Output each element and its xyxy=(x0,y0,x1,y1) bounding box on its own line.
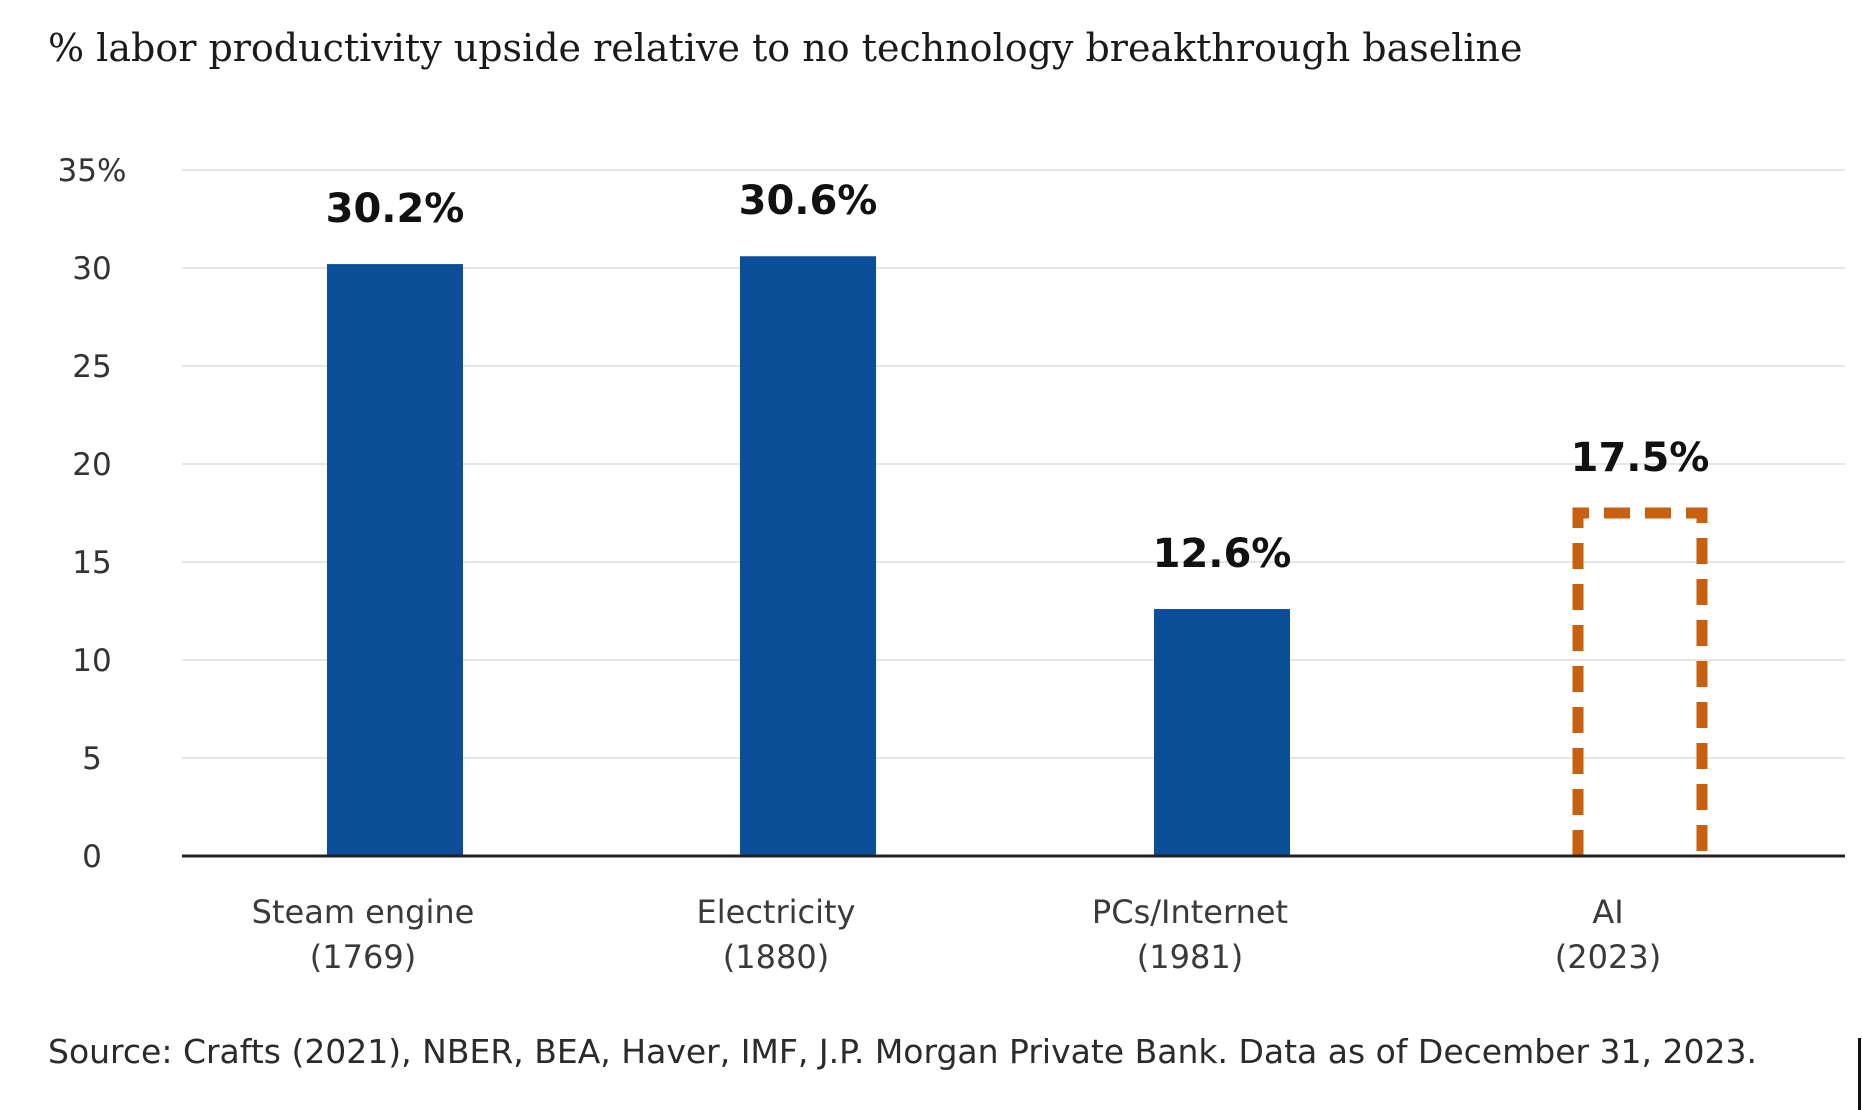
data-label: 12.6% xyxy=(1153,531,1292,577)
bars xyxy=(327,256,1708,857)
y-tick-label: 15 xyxy=(72,545,111,581)
x-tick-label-year: (1769) xyxy=(310,938,416,976)
data-label: 17.5% xyxy=(1571,435,1710,481)
y-tick-label: 0 xyxy=(82,839,102,875)
x-axis-labels: Steam engine (1769) Electricity (1880) PCs/I… xyxy=(252,893,1662,976)
y-tick-label: 25 xyxy=(72,349,111,385)
data-labels: 30.2% 30.6% 12.6% 17.5% xyxy=(326,178,1710,577)
bar xyxy=(327,264,463,857)
x-tick-label: Electricity xyxy=(697,893,856,931)
y-tick-label: 20 xyxy=(72,447,111,483)
y-tick-label: 30 xyxy=(72,251,111,287)
x-tick-label: AI xyxy=(1592,893,1623,931)
bar-projected xyxy=(1572,507,1708,856)
y-axis-ticks: 0 5 10 15 20 25 30 35% xyxy=(58,153,127,875)
x-tick-label-year: (2023) xyxy=(1555,938,1661,976)
y-tick-label: 35% xyxy=(58,153,127,189)
bar xyxy=(740,256,876,856)
y-tick-label: 5 xyxy=(82,741,102,777)
x-tick-label-year: (1880) xyxy=(723,938,829,976)
y-tick-label: 10 xyxy=(72,643,111,679)
x-tick-label: Steam engine xyxy=(252,893,475,931)
chart-title: % labor productivity upside relative to … xyxy=(48,26,1523,70)
data-label: 30.2% xyxy=(326,186,465,232)
source-note: Source: Crafts (2021), NBER, BEA, Haver,… xyxy=(48,1032,1757,1071)
bar xyxy=(1154,609,1290,856)
bar-chart: 0 5 10 15 20 25 30 35% 30.2% 30.6% 12.6% 17.5% Ste… xyxy=(58,153,1845,976)
x-tick-label-year: (1981) xyxy=(1137,938,1243,976)
x-tick-label: PCs/Internet xyxy=(1092,893,1288,931)
edge-mark xyxy=(1858,1038,1861,1110)
data-label: 30.6% xyxy=(739,178,878,224)
